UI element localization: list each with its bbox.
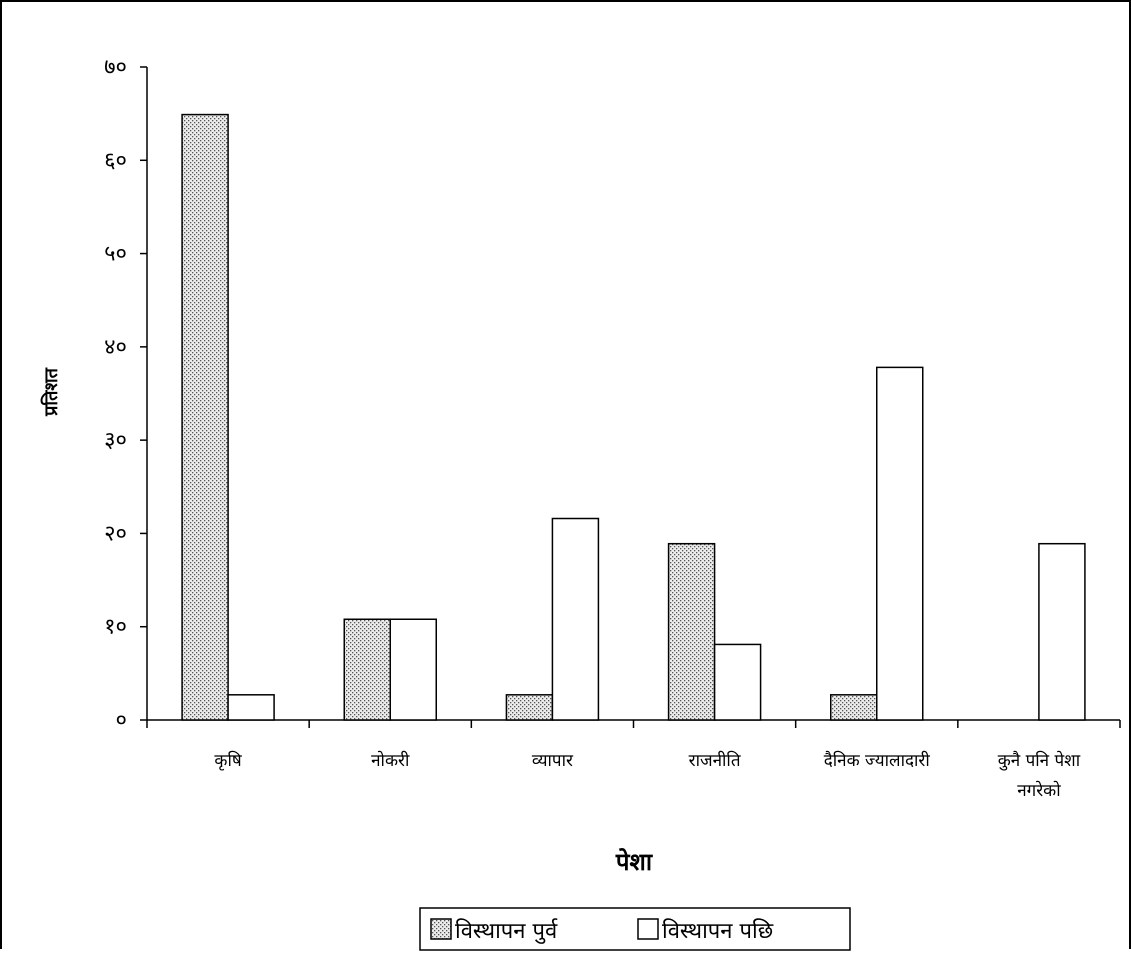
y-tick-label: ४० <box>104 335 127 360</box>
category-label: राजनीति <box>689 750 741 771</box>
y-tick-label: ६० <box>104 148 127 173</box>
bar-after <box>1038 542 1086 721</box>
bar-after <box>876 366 924 721</box>
bar-after <box>551 517 600 721</box>
legend: विस्थापन पुर्व विस्थापन पछि <box>419 907 851 951</box>
y-tick-label: २० <box>104 521 127 546</box>
bar-after <box>389 618 437 721</box>
bar-before <box>505 694 554 721</box>
category-label: कुनै पनि पेशा <box>998 750 1081 771</box>
bar-after <box>227 694 275 721</box>
legend-box <box>419 907 851 951</box>
bar-before <box>830 694 878 721</box>
bar-before <box>667 542 716 721</box>
labels: कृषि नोकरी व्यापार राजनीति दैनिक ज्यालादारी क… <box>214 750 1080 801</box>
legend-label-after: विस्थापन पछि <box>662 918 774 944</box>
y-tick-label: ७० <box>104 55 127 80</box>
legend-swatch-after <box>637 918 659 940</box>
legend-swatch-before <box>430 918 452 940</box>
legend-label-before: विस्थापन पुर्व <box>455 918 558 944</box>
category-label: नगरेको <box>1017 780 1061 801</box>
y-tick-label: ३० <box>104 428 127 453</box>
category-label: दैनिक ज्यालादारी <box>824 750 931 771</box>
y-axis-title: प्रतिशत <box>40 367 62 416</box>
axes: ० १० २० ३० ४० ५० ६० ७० <box>104 55 1121 733</box>
x-axis-title: पेशा <box>615 848 653 876</box>
y-tick-label: ५० <box>104 242 127 267</box>
category-label: व्यापार <box>532 751 574 771</box>
bar-before <box>181 113 229 721</box>
y-tick-label: १० <box>104 615 127 640</box>
y-tick-label: ० <box>116 708 127 733</box>
category-label: नोकरी <box>371 750 410 771</box>
bar-after <box>713 643 762 721</box>
bars <box>181 113 1086 721</box>
bar-before <box>343 618 391 721</box>
category-label: कृषि <box>214 750 242 771</box>
